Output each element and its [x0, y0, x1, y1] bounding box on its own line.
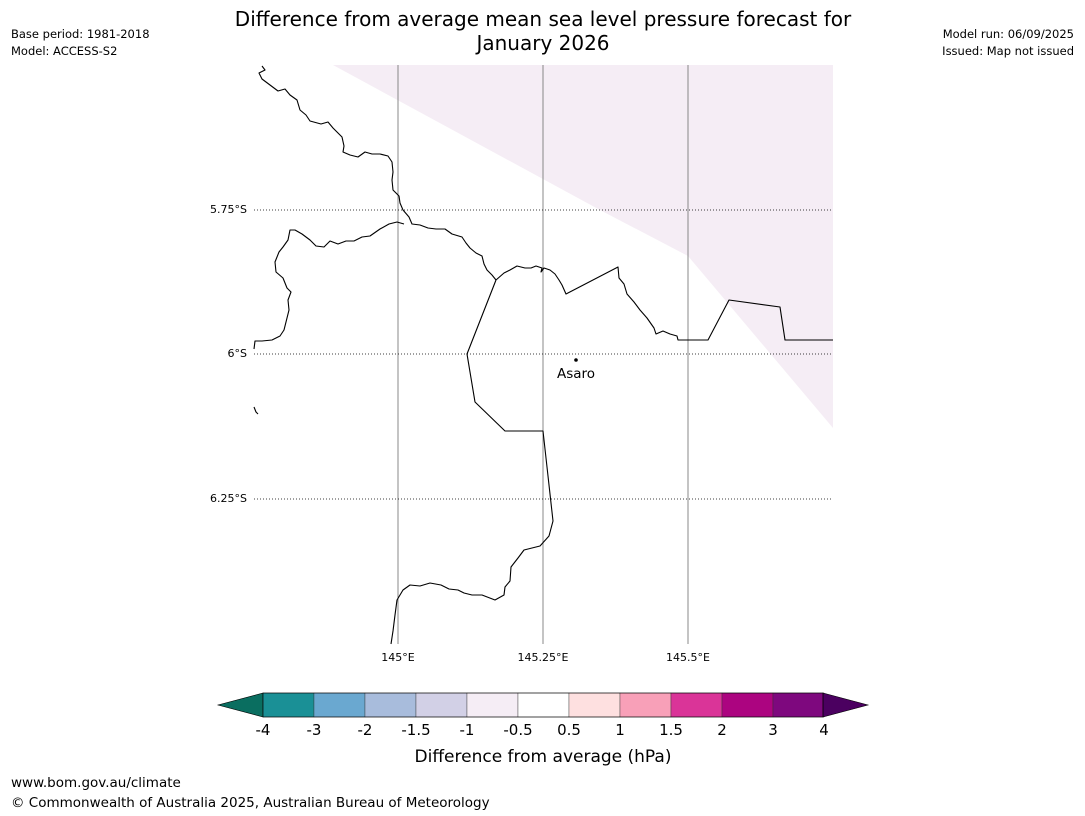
longitude-label-145-5: 145.5°E	[666, 651, 710, 664]
longitude-label-145-25: 145.25°E	[518, 651, 569, 664]
boundary-edge-fragment	[253, 406, 259, 415]
colorbar-tick-label: -4	[256, 721, 271, 739]
model-run-text: Model run: 06/09/2025	[942, 27, 1074, 41]
title-line-1: Difference from average mean sea level p…	[234, 7, 852, 31]
boundary-asaro-east	[495, 265, 833, 341]
colorbar-segment	[619, 692, 672, 718]
issued-text: Issued: Map not issued	[942, 44, 1074, 58]
colorbar-segment	[313, 692, 366, 718]
colorbar-segment	[670, 692, 723, 718]
colorbar-tick-label: -3	[307, 721, 322, 739]
colorbar-tick-label: 2	[717, 721, 727, 739]
colorbar-tick-label: 0.5	[557, 721, 581, 739]
colorbar-tick-label: -1.5	[401, 721, 430, 739]
footer-copyright: © Commonwealth of Australia 2025, Austra…	[11, 795, 490, 811]
colorbar-tick-labels: -4 -3 -2 -1.5 -1 -0.5 0.5 1 1.5 2 3 4	[256, 721, 829, 739]
asaro-marker	[574, 358, 578, 362]
boundary-west	[253, 221, 405, 350]
map-panel: Asaro 5.75°S 6°S 6.25°S 145°E 145.25°E 1…	[210, 65, 833, 664]
colorbar: -4 -3 -2 -1.5 -1 -0.5 0.5 1 1.5 2 3 4 Difference fr…	[216, 692, 870, 767]
colorbar-outline	[262, 692, 824, 718]
colorbar-segment	[568, 692, 621, 718]
boundary-south-west	[390, 279, 554, 645]
pressure-anomaly-overlay	[333, 65, 833, 428]
colorbar-segment	[466, 692, 519, 718]
colorbar-tick-label: -1	[460, 721, 475, 739]
base-period-text: Base period: 1981-2018	[11, 27, 150, 41]
longitude-label-145: 145°E	[381, 651, 414, 664]
model-text: Model: ACCESS-S2	[11, 44, 118, 58]
latitude-label-5-75: 5.75°S	[210, 203, 247, 216]
colorbar-segment	[415, 692, 468, 718]
footer-url: www.bom.gov.au/climate	[11, 775, 181, 791]
latitude-label-6-25: 6.25°S	[210, 492, 247, 505]
province-boundaries	[253, 65, 833, 645]
colorbar-tick-label: -2	[358, 721, 373, 739]
colorbar-segment	[772, 692, 825, 718]
colorbar-segment	[721, 692, 774, 718]
colorbar-tick-label: 3	[768, 721, 778, 739]
asaro-label: Asaro	[557, 366, 595, 382]
colorbar-segment	[364, 692, 417, 718]
colorbar-segments	[262, 692, 825, 718]
colorbar-tick-label: -0.5	[503, 721, 532, 739]
map-title: Difference from average mean sea level p…	[200, 7, 886, 55]
boundary-northwest	[258, 65, 497, 281]
title-line-2: January 2026	[476, 31, 610, 55]
colorbar-title: Difference from average (hPa)	[415, 747, 672, 767]
colorbar-tick-label: 1.5	[659, 721, 683, 739]
colorbar-segment	[262, 692, 315, 718]
colorbar-under-extension	[216, 692, 264, 718]
colorbar-over-extension	[822, 692, 870, 718]
colorbar-segment	[517, 692, 570, 718]
latitude-label-6: 6°S	[228, 347, 247, 360]
meta-left: Base period: 1981-2018 Model: ACCESS-S2	[11, 26, 150, 60]
meta-right: Model run: 06/09/2025 Issued: Map not is…	[942, 26, 1074, 60]
colorbar-tick-label: 4	[819, 721, 829, 739]
colorbar-tick-label: 1	[615, 721, 625, 739]
